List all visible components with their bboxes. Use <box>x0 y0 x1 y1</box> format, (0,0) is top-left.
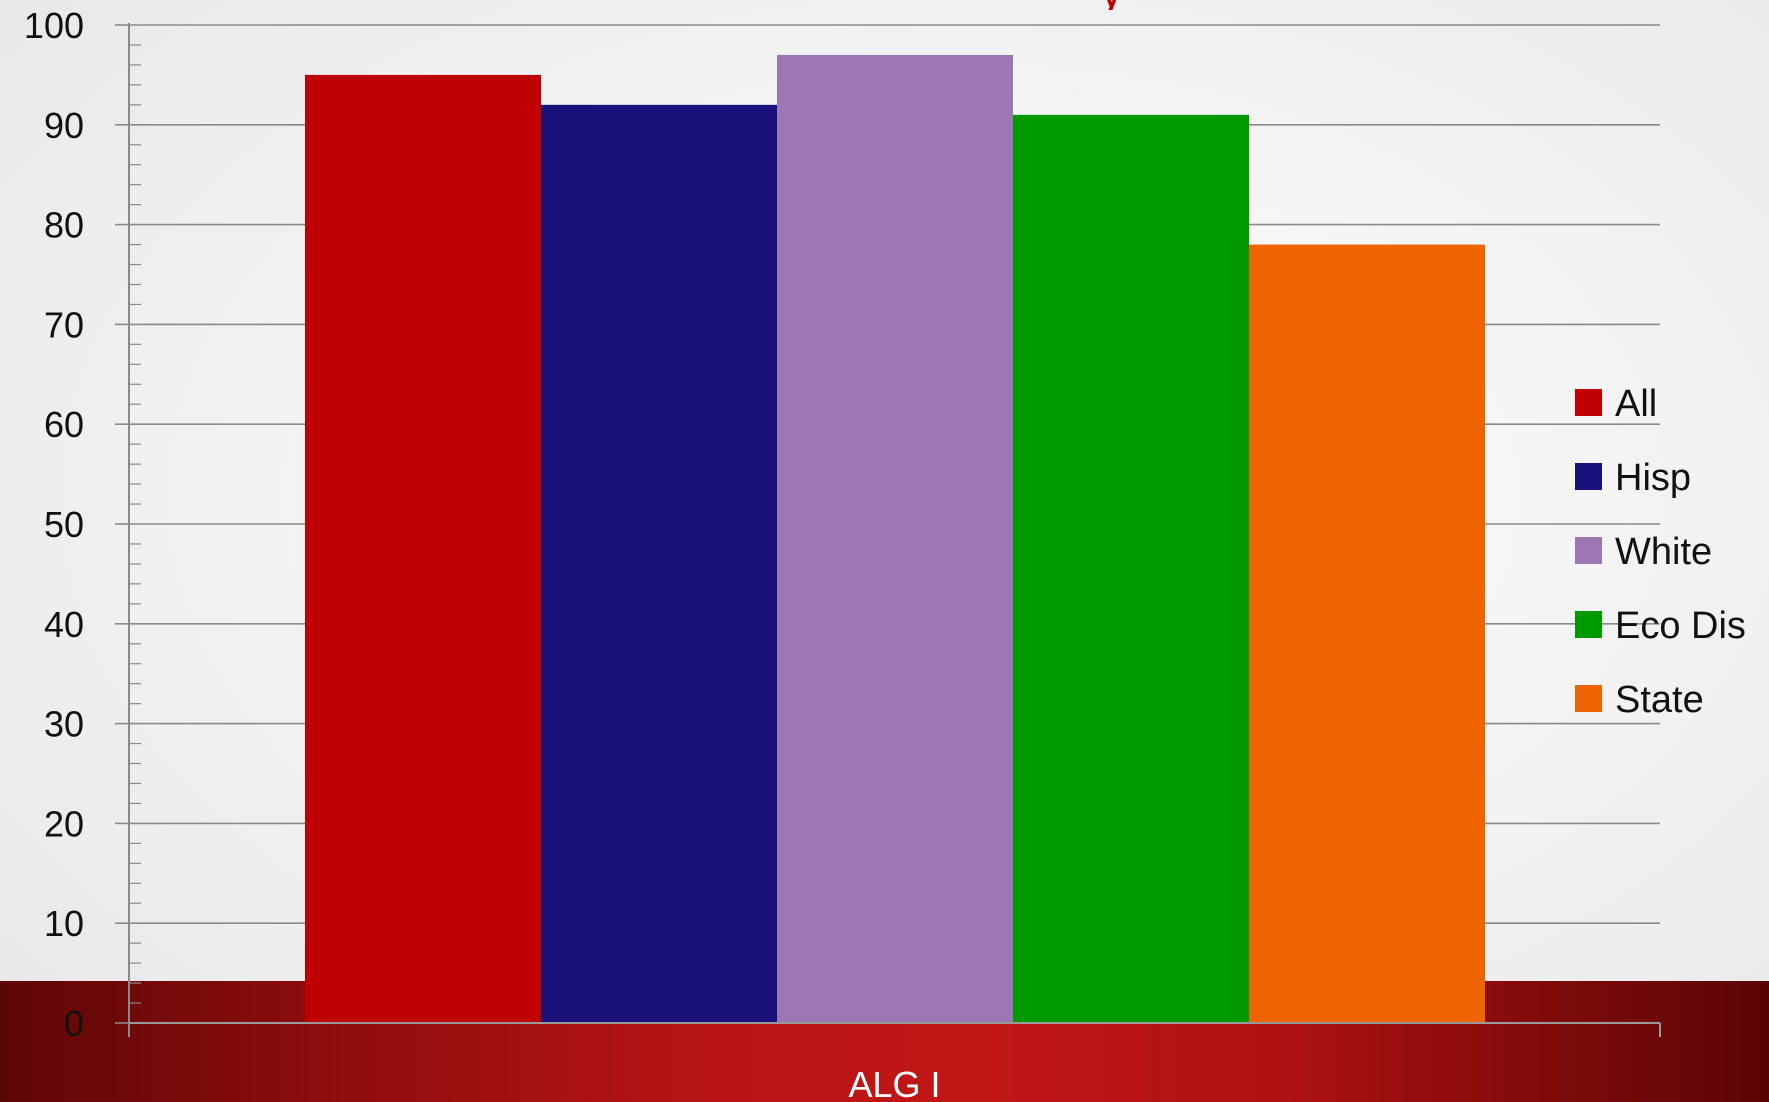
legend-swatch <box>1575 389 1602 416</box>
y-tick-label: 20 <box>44 803 84 844</box>
legend-label: Eco Dis <box>1615 605 1746 647</box>
y-tick-label: 100 <box>24 5 84 46</box>
legend-swatch <box>1575 463 1602 490</box>
x-category-label: ALG I <box>848 1064 940 1102</box>
y-tick-label: 90 <box>44 105 84 146</box>
y-tick-label: 30 <box>44 704 84 745</box>
legend: All Hisp White Eco Dis State <box>1575 383 1746 721</box>
legend-label: All <box>1615 383 1657 425</box>
chart-title-text: y <box>1100 0 1123 10</box>
bar-state <box>1249 244 1485 1023</box>
y-tick-label: 10 <box>44 903 84 944</box>
legend-label: Hisp <box>1615 457 1691 499</box>
y-tick-label: 0 <box>64 1003 84 1044</box>
x-category-labels: ALG I <box>848 1064 940 1102</box>
bar-white <box>777 54 1013 1023</box>
y-tick-label: 50 <box>44 504 84 545</box>
legend-label: White <box>1615 531 1712 573</box>
legend-swatch <box>1575 685 1602 712</box>
y-axis <box>115 23 1661 1037</box>
y-tick-label: 80 <box>44 205 84 246</box>
bar-all <box>305 74 541 1023</box>
bars <box>305 54 1485 1024</box>
y-tick-label: 40 <box>44 604 84 645</box>
legend-swatch <box>1575 611 1602 638</box>
legend-swatch <box>1575 537 1602 564</box>
bar-hisp <box>541 104 777 1024</box>
y-tick-label: 70 <box>44 304 84 345</box>
bar-eco-dis <box>1013 114 1249 1023</box>
chart-title-fragment: y <box>1100 0 1140 10</box>
y-tick-labels: 0 10 20 30 40 50 60 70 80 90 100 <box>24 5 84 1044</box>
legend-label: State <box>1615 679 1704 721</box>
y-tick-label: 60 <box>44 404 84 445</box>
